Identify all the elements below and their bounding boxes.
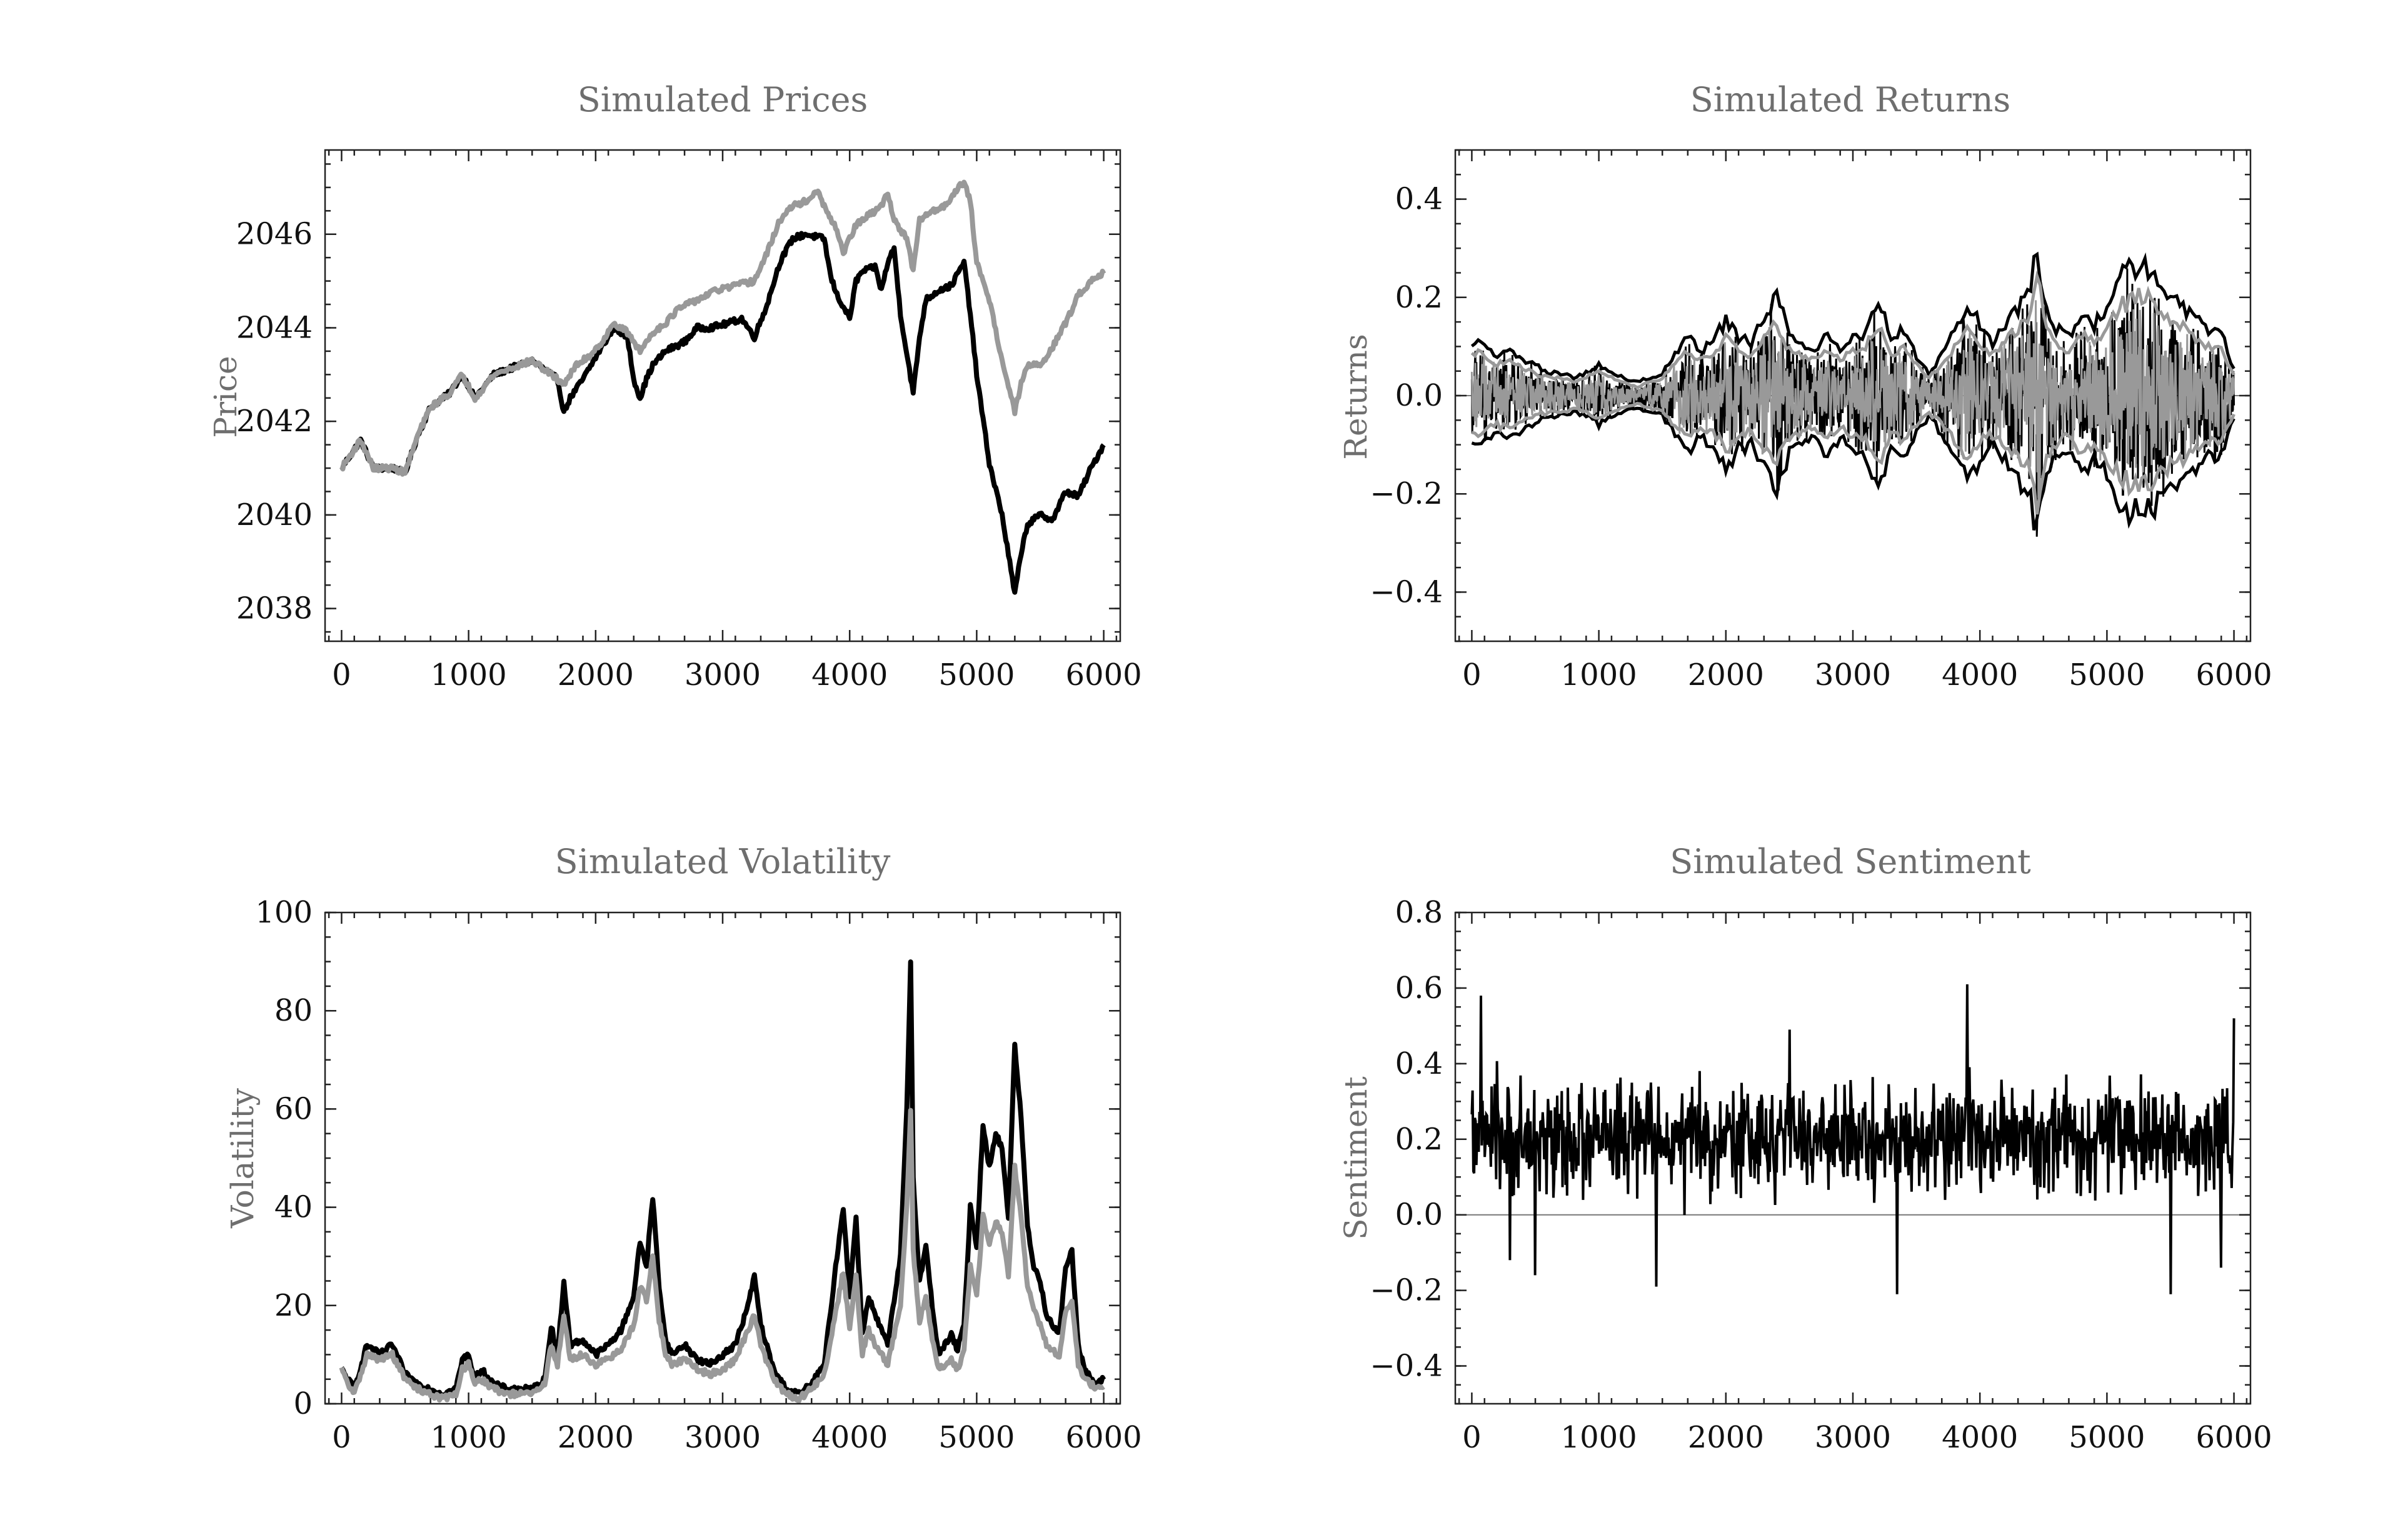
sentiment-x-tick-label: 4000 [1942,1420,2018,1455]
prices-x-tick-label: 4000 [811,658,888,692]
volatility-series-group [339,959,1106,1404]
volatility-y-tick-label: 60 [274,1091,313,1126]
sentiment-series-0-line [1470,984,2235,1294]
returns-series-group [1455,251,2250,537]
volatility-y-tick-label: 40 [274,1190,313,1225]
prices-x-tick-label: 2000 [558,658,634,692]
sentiment-title: Simulated Sentiment [1670,842,2031,881]
sentiment-series-group [1455,984,2250,1294]
prices-x-tick-label: 5000 [938,658,1015,692]
returns-series-1-lower-edge [1471,401,2235,515]
returns-x-tick-label: 1000 [1561,658,1637,692]
returns-title: Simulated Returns [1690,80,2011,119]
prices-y-tick-label: 2040 [236,498,313,532]
sentiment-y-tick-label: 0.2 [1395,1122,1443,1157]
volatility-x-tick-label: 0 [332,1420,351,1455]
prices-x-tick-label: 6000 [1066,658,1142,692]
returns-y-tick-label: −0.2 [1370,476,1443,511]
prices-panel: Simulated Prices Price 0 1000 2000 3000 4000… [208,80,1142,692]
volatility-y-tick-label: 100 [255,895,313,930]
returns-y-tick-label: −0.4 [1370,574,1443,609]
volatility-x-tick-label: 5000 [938,1420,1015,1455]
prices-title: Simulated Prices [578,80,868,119]
volatility-y-axis-label: Volatility [224,1088,261,1229]
volatility-x-tick-label: 1000 [431,1420,507,1455]
volatility-x-tick-label: 2000 [558,1420,634,1455]
sentiment-y-tick-label: 0.8 [1395,895,1443,930]
prices-y-axis-label: Price [208,356,244,438]
returns-y-axis-label: Returns [1338,334,1374,459]
returns-y-tick-label: 0.4 [1395,182,1443,217]
sentiment-x-tick-label: 0 [1462,1420,1482,1455]
sentiment-y-tick-label: −0.4 [1370,1349,1443,1384]
returns-x-tick-label: 0 [1462,658,1482,692]
prices-x-tick-label: 1000 [431,658,507,692]
prices-x-tick-label: 3000 [685,658,761,692]
sentiment-x-tick-label: 5000 [2069,1420,2145,1455]
volatility-y-tick-label: 80 [274,993,313,1028]
prices-x-tick-label: 0 [332,658,351,692]
volatility-series-0-line [339,959,1106,1399]
volatility-panel: Simulated Volatility Volatility 0 1000 200… [224,842,1142,1455]
prices-y-tick-label: 2038 [236,591,313,626]
prices-plot: 0 1000 2000 3000 4000 5000 6000 2038 2040 2042 204… [236,149,1142,692]
prices-series-1-line [339,179,1106,477]
sentiment-y-tick-label: −0.2 [1370,1273,1443,1308]
returns-plot: 0 1000 2000 3000 4000 5000 6000 −0.4 −0.2 0.0 0.2 0… [1370,149,2272,692]
sentiment-y-tick-label: 0.4 [1395,1046,1443,1081]
volatility-x-tick-label: 4000 [811,1420,888,1455]
volatility-title: Simulated Volatility [555,842,891,881]
sentiment-x-tick-label: 2000 [1688,1420,1764,1455]
sentiment-panel: Simulated Sentiment Sentiment 0 1000 2000 3… [1338,842,2272,1455]
returns-series-1-upper-edge [1470,270,2235,389]
returns-y-tick-label: 0.2 [1395,280,1443,315]
returns-series-0-upper-edge [1470,251,2235,383]
sentiment-y-axis-label: Sentiment [1338,1076,1374,1239]
sentiment-y-tick-label: 0.0 [1395,1198,1443,1232]
returns-x-tick-label: 3000 [1815,658,1891,692]
sentiment-x-tick-label: 1000 [1561,1420,1637,1455]
sentiment-plot: 0 1000 2000 3000 4000 5000 6000 −0.4 −0.2 0.0 0.2 0… [1370,895,2272,1455]
sentiment-x-tick-label: 6000 [2196,1420,2272,1455]
volatility-x-tick-label: 3000 [685,1420,761,1455]
returns-series-0-lower-edge [1471,406,2235,531]
returns-y-tick-label: 0.0 [1395,378,1443,413]
prices-y-tick-label: 2042 [236,404,313,439]
prices-y-tick-label: 2046 [236,217,313,252]
volatility-x-tick-label: 6000 [1066,1420,1142,1455]
returns-x-tick-label: 2000 [1688,658,1764,692]
returns-x-tick-label: 4000 [1942,658,2018,692]
returns-series-1-line [1470,300,2235,498]
prices-series-group [339,179,1106,595]
sentiment-x-tick-label: 3000 [1815,1420,1891,1455]
volatility-y-tick-label: 0 [293,1386,313,1421]
returns-x-tick-label: 5000 [2069,658,2145,692]
volatility-plot: 0 1000 2000 3000 4000 5000 6000 0 20 40 60 80 100 [255,895,1141,1455]
sentiment-y-tick-label: 0.6 [1395,971,1443,1006]
volatility-series-1-line [339,1108,1105,1404]
volatility-y-tick-label: 20 [274,1288,313,1323]
returns-panel: Simulated Returns Returns 0 1000 2000 3000 4… [1338,80,2272,692]
prices-y-tick-label: 2044 [236,310,313,345]
returns-x-tick-label: 6000 [2196,658,2272,692]
